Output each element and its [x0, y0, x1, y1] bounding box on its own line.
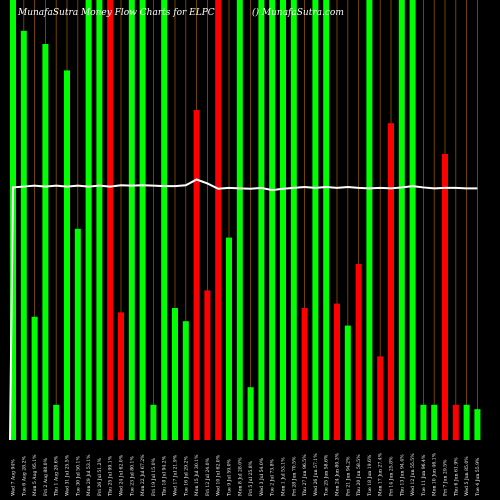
- bar-outflow: [107, 0, 114, 440]
- bar-inflow: [409, 0, 416, 440]
- bar-inflow: [74, 228, 81, 440]
- bar-date-label: Fri 14 Jun 25.8%: [389, 456, 395, 496]
- bar-outflow: [334, 303, 340, 440]
- chart-title: MunafaSutra Money Flow Charts for ELPC: [17, 8, 215, 18]
- bar-inflow: [128, 0, 135, 440]
- bar-inflow: [323, 0, 330, 440]
- bar-inflow: [344, 325, 351, 440]
- flow-line: [9, 178, 478, 441]
- bar-inflow: [161, 0, 168, 440]
- bar-outflow: [388, 123, 394, 440]
- bar-inflow: [463, 404, 470, 440]
- bar-inflow: [150, 404, 157, 440]
- bar-outflow: [204, 290, 211, 440]
- bar-date-label: Wed 10 Jul 62.0%: [216, 454, 222, 496]
- bar-date-label: Fri 2 Aug 88.0%: [43, 457, 49, 496]
- bar-outflow: [118, 312, 124, 440]
- bar-date-label: Tue 11 Jun 96.4%: [421, 454, 427, 496]
- bar-inflow: [269, 0, 276, 440]
- bar-date-label: Fri 7 Jun 29.5%: [443, 459, 449, 496]
- bar-inflow: [64, 70, 70, 441]
- bar-date-label: Fri 28 Jun 70.5%: [291, 456, 297, 496]
- bar-date-label: Wed 3 Jul 54.0%: [259, 457, 265, 496]
- bar-inflow: [366, 0, 373, 440]
- bar-date-label: Fri 21 Jun 94.2%: [345, 456, 351, 496]
- bar-date-label: Wed 26 Jun 57.1%: [313, 453, 319, 496]
- bar-outflow: [452, 404, 459, 440]
- bar-date-label: Tue 4 Jun 55.9%: [475, 457, 481, 496]
- bar-date-label: Thu 1 Aug 20.6%: [54, 455, 60, 496]
- bar-date-label: Wed 31 Jul 25.5%: [65, 454, 71, 496]
- bar-date-label: Thu 25 Jul 99.1%: [108, 455, 114, 496]
- bar-inflow: [42, 44, 49, 440]
- bar-date-label: Tue 9 Jul 59.0%: [227, 458, 233, 496]
- bar-inflow: [420, 404, 427, 440]
- bar-inflow: [182, 321, 189, 440]
- bar-outflow: [377, 356, 384, 440]
- bar-date-label: Mon 29 Jul 53.1%: [86, 454, 92, 496]
- bar-date-label: Tue 18 Jun 19.6%: [367, 454, 373, 496]
- bar-inflow: [398, 0, 405, 440]
- bar-date-label: Thu 27 Jun 96.5%: [302, 454, 308, 496]
- bar-inflow: [226, 237, 232, 440]
- bar-date-label: Tue 2 Jul 73.8%: [270, 458, 276, 496]
- bar-date-label: Tue 23 Jul 80.1%: [129, 456, 135, 496]
- bar-date-label: Mon 1 Jul 53.1%: [281, 457, 287, 496]
- bar-inflow: [247, 387, 254, 440]
- bar-outflow: [215, 0, 222, 440]
- bar-inflow: [474, 409, 481, 440]
- bar-date-label: Fri 12 Jul 24.0%: [205, 457, 211, 496]
- watermark: () MunafaSutra.com: [252, 7, 344, 18]
- bar-date-label: Thu 20 Jun 58.5%: [356, 454, 362, 496]
- bar-inflow: [139, 0, 146, 440]
- bar-date-label: Thu 13 Jun 94.4%: [399, 454, 405, 496]
- bar-date-label: Thu 6 Jun 61.9%: [453, 457, 459, 496]
- bar-date-label: Mon 22 Jul 67.2%: [140, 454, 146, 496]
- bar-date-label: Tue 30 Jul 50.1%: [75, 456, 81, 496]
- bar-outflow: [301, 308, 308, 440]
- bar-inflow: [312, 0, 319, 440]
- bar-date-label: Fri 19 Jul 15.0%: [151, 457, 157, 496]
- bar-date-label: Wed 17 Jul 21.9%: [173, 454, 179, 496]
- bar-inflow: [172, 308, 178, 440]
- bar-date-label: Mon 24 Jun 80.3%: [335, 452, 341, 496]
- bar-date-label: Wed 24 Jul 62.0%: [119, 454, 125, 496]
- gridlines: [12, 0, 478, 440]
- bar-date-label: Mon 8 Jul 28.0%: [237, 457, 243, 496]
- bar-date-label: Tue 6 Aug 28.2%: [21, 456, 27, 496]
- bar-inflow: [96, 0, 103, 440]
- bar-date-label: Thu 18 Jul 94.2%: [162, 455, 168, 496]
- bar-inflow: [85, 0, 92, 440]
- bar-date-label: Mon 17 Jun 27.4%: [378, 452, 384, 496]
- bar-date-label: Mon 5 Aug 95.1%: [32, 454, 38, 496]
- bar-date-label: Fri 5 Jul 25.8%: [248, 460, 254, 496]
- bar-date-label: Mon 15 Jul 30.1%: [194, 454, 200, 496]
- bar-outflow: [193, 110, 200, 440]
- bar-outflow: [442, 154, 448, 440]
- bar-date-label: Tue 25 Jun 58.6%: [324, 454, 330, 496]
- bar-date-label: Tue 16 Jul 29.2%: [183, 456, 189, 496]
- bar-inflow: [280, 0, 286, 440]
- bar-date-label: Wed 12 Jun 55.5%: [410, 453, 416, 496]
- date-labels: Wed 7 Aug 94% Tue 6 Aug 28.2% Mon 5 Aug 95…: [11, 452, 481, 496]
- bar-inflow: [431, 404, 438, 440]
- bars: [10, 0, 481, 441]
- bar-date-label: Fri 26 Jul 51.2%: [97, 457, 103, 496]
- bar-inflow: [53, 404, 60, 440]
- bar-outflow: [355, 264, 362, 440]
- bar-date-label: Mon 10 Jun 46.1%: [432, 452, 438, 496]
- bar-inflow: [20, 30, 27, 441]
- bar-inflow: [290, 0, 297, 440]
- bar-inflow: [236, 0, 243, 440]
- bar-inflow: [31, 316, 38, 440]
- money-flow-line: [9, 178, 478, 441]
- bar-date-label: Wed 5 Jun 85.0%: [464, 456, 470, 496]
- bar-inflow: [258, 0, 265, 440]
- bar-date-label: Wed 7 Aug 94%: [11, 459, 17, 496]
